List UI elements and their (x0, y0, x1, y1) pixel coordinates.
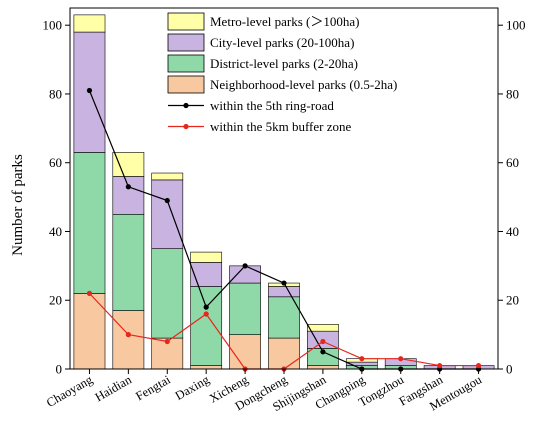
line-point-1-9 (437, 362, 443, 369)
bar-segment-daxing-series-0 (190, 365, 223, 370)
legend-label-4: within the 5th ring-road (210, 98, 334, 113)
y-tick-label-left-20: 20 (49, 293, 62, 308)
x-tick-label-chaoyang: Chaoyang (44, 372, 96, 410)
legend-label-2: District-level parks (2-20ha) (210, 56, 358, 71)
y-tick-label-left-0: 0 (56, 362, 63, 377)
line-point-0-6 (320, 349, 326, 355)
legend-label-1: City-level parks (20-100ha) (210, 35, 354, 50)
line-point-0-3 (203, 304, 209, 310)
bar-segment-chaoyang-series-3 (73, 14, 106, 33)
bar-segment-xicheng-series-1 (229, 282, 261, 335)
x-tick-label-fengtai: Fengtai (133, 372, 173, 403)
legend-swatch-series-2 (167, 33, 205, 52)
bar-segment-dongcheng-series-2 (268, 286, 300, 298)
bar-segment-haidian-series-0 (112, 310, 145, 370)
line-point-1-3 (203, 311, 209, 317)
legend-swatch-series-0 (167, 75, 205, 94)
bar-segment-shijingshan-series-0 (307, 365, 339, 370)
bar-segment-fengtai-series-1 (151, 248, 184, 339)
y-tick-label-right-60: 60 (506, 155, 519, 170)
bar-segment-haidian-series-1 (112, 213, 145, 311)
y-tick-label-right-0: 0 (506, 362, 513, 377)
line-point-1-6 (320, 338, 326, 345)
y-tick-label-left-100: 100 (43, 18, 63, 33)
line-point-1-0 (86, 290, 93, 296)
y-tick-label-right-40: 40 (506, 224, 519, 239)
line-point-1-7 (359, 356, 365, 362)
bar-segment-dongcheng-series-0 (268, 337, 300, 370)
legend: Metro-level parks (＞100ha) City-level par… (167, 12, 397, 134)
bar-segment-daxing-series-2 (190, 262, 223, 287)
y-tick-label-right-20: 20 (506, 293, 519, 308)
legend-swatch-series-3 (167, 12, 205, 31)
bar-segment-shijingshan-series-3 (307, 324, 339, 332)
line-point-1-1 (125, 332, 131, 338)
line-point-1-10 (475, 362, 482, 369)
bar-segment-daxing-series-3 (190, 251, 223, 263)
bar-segment-chaoyang-series-1 (73, 152, 106, 294)
legend-swatch-series-1 (167, 54, 205, 73)
x-tick-label-daxing: Daxing (173, 372, 213, 403)
bar-segment-fengtai-series-2 (151, 179, 184, 249)
legend-label-3: Neighborhood-level parks (0.5-2ha) (210, 77, 397, 92)
line-point-0-2 (164, 197, 170, 204)
line-point-0-0 (86, 87, 93, 94)
line-point-1-8 (398, 356, 404, 362)
y-tick-label-right-100: 100 (506, 18, 526, 33)
bar-segment-haidian-series-3 (112, 152, 145, 177)
y-tick-label-left-60: 60 (49, 155, 62, 170)
bar-segment-xicheng-series-0 (229, 334, 261, 370)
line-point-0-4 (242, 263, 248, 269)
bar-segment-chaoyang-series-0 (73, 293, 106, 370)
y-axis-title: Number of parks (10, 154, 26, 256)
y-tick-label-right-80: 80 (506, 86, 519, 101)
legend-label-5: within the 5km buffer zone (210, 119, 352, 134)
legend-marker-1 (183, 123, 189, 130)
legend-marker-0 (183, 102, 189, 109)
y-tick-label-left-40: 40 (49, 224, 62, 239)
bar-segment-daxing-series-1 (190, 286, 223, 366)
line-point-1-2 (164, 338, 170, 345)
bar-segment-fengtai-series-3 (151, 172, 184, 181)
legend-label-0: Metro-level parks (＞100ha) (210, 14, 359, 29)
y-tick-label-left-80: 80 (49, 86, 62, 101)
line-point-0-5 (281, 280, 287, 286)
x-tick-label-haidian: Haidian (93, 372, 135, 404)
bar-segment-haidian-series-2 (112, 176, 145, 215)
line-point-0-1 (125, 184, 131, 190)
x-tick-label-tongzhou: Tongzhou (356, 372, 407, 409)
bar-segment-dongcheng-series-1 (268, 296, 300, 339)
